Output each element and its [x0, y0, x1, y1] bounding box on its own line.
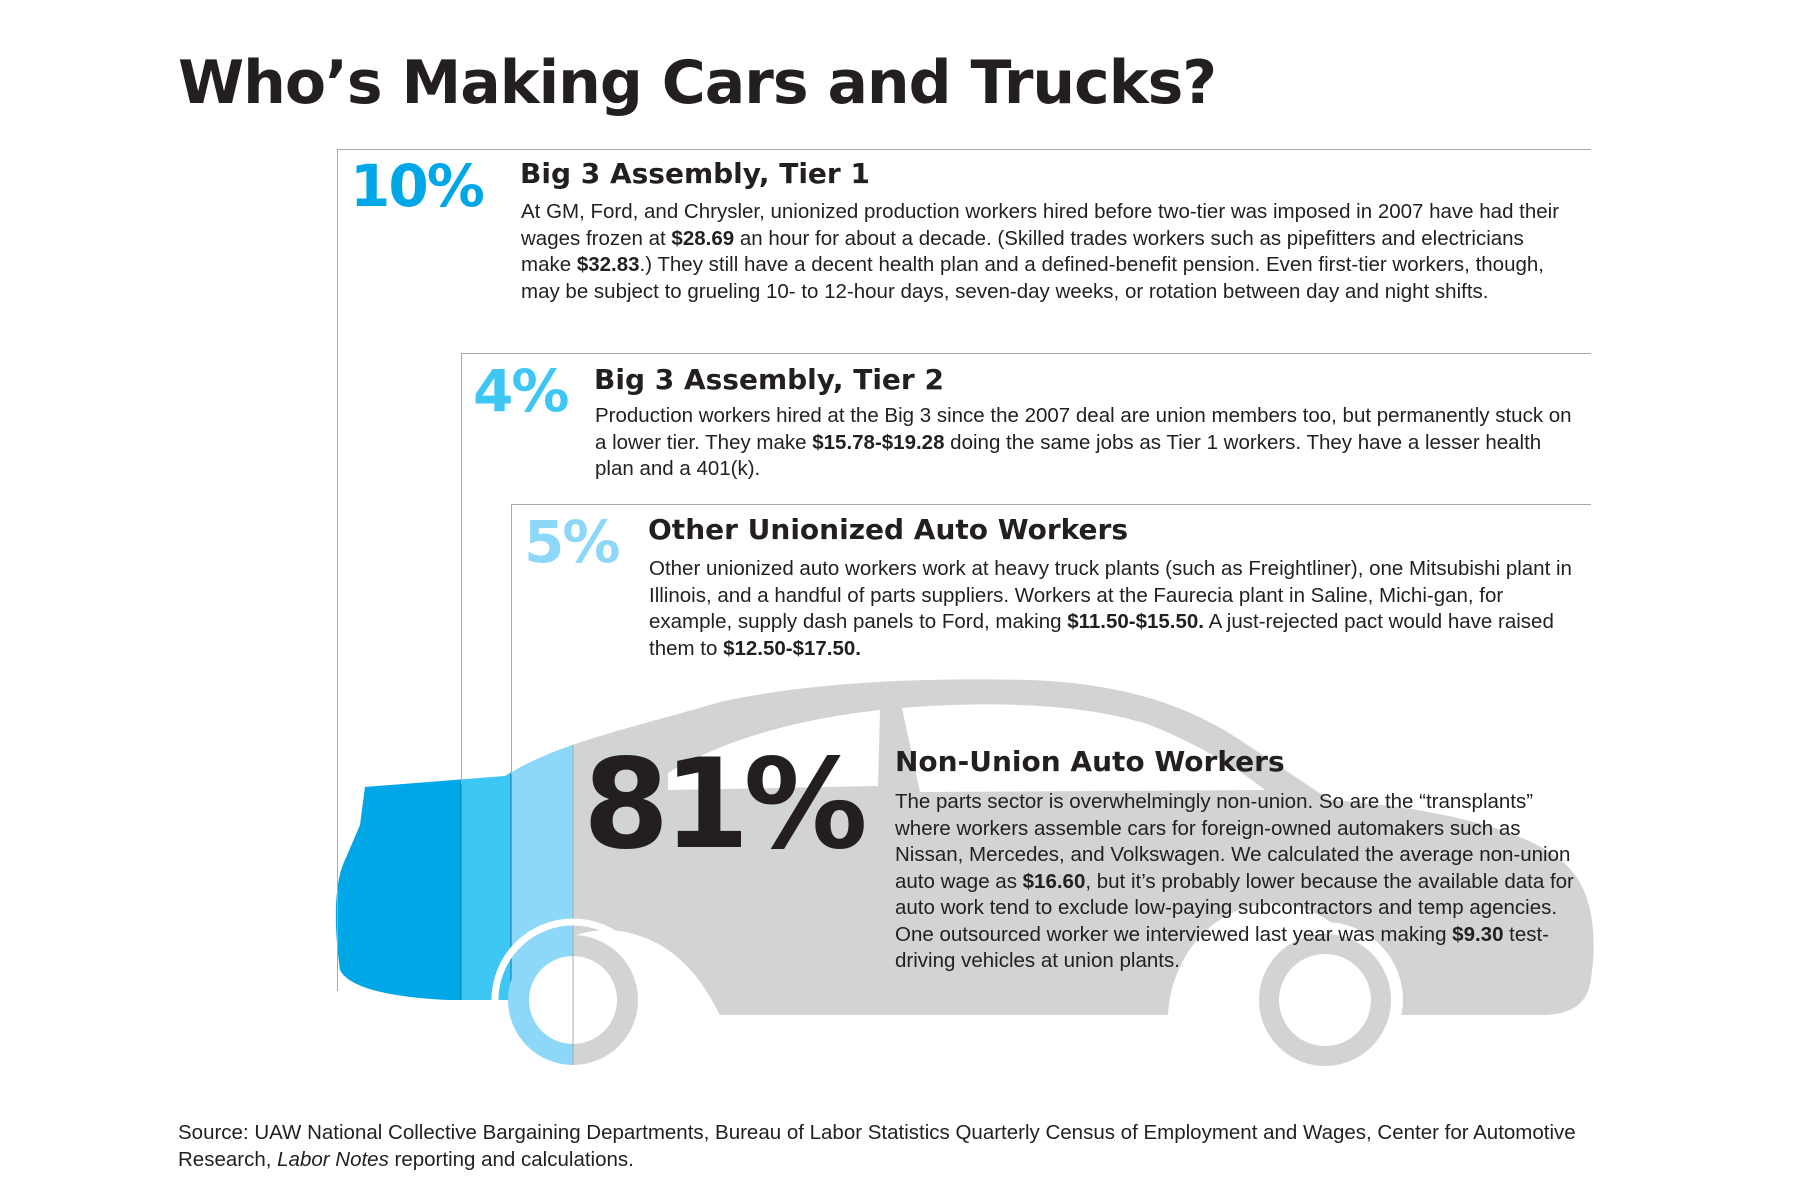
- source-note: Source: UAW National Collective Bargaini…: [178, 1120, 1578, 1173]
- tier1-frame: [337, 149, 1591, 991]
- tier1-heading: Big 3 Assembly, Tier 1: [520, 157, 870, 190]
- non-union-body-run: , but it’s probably lower because the av…: [895, 869, 1574, 946]
- other-union-body-run: $12.50-$17.50.: [723, 636, 861, 660]
- other-union-body-run: A just-rejected pact would have raised t…: [649, 610, 1554, 660]
- front-window: [902, 704, 1265, 792]
- tier1-body-run: $32.83: [576, 253, 640, 276]
- source-note-run: Labor Notes: [277, 1147, 389, 1171]
- non-union-heading: Non-Union Auto Workers: [895, 745, 1285, 778]
- non-union-body-run: The parts sector is overwhelmingly non-u…: [895, 790, 1571, 893]
- non-union-body: The parts sector is overwhelmingly non-u…: [895, 789, 1590, 975]
- other-union-body: Other unionized auto workers work at hea…: [649, 556, 1584, 662]
- tier2-frame: [461, 353, 1591, 784]
- source-note-run: Source: UAW National Collective Bargaini…: [178, 1121, 1576, 1171]
- tier1-body-run: At GM, Ford, and Chrysler, unionized pro…: [521, 200, 1560, 250]
- tier2-body-run: doing the same jobs as Tier 1 workers. T…: [595, 430, 1542, 481]
- other-union-frame: [511, 504, 1591, 775]
- tier2-body: Production workers hired at the Big 3 si…: [595, 403, 1579, 483]
- tier2-heading: Big 3 Assembly, Tier 2: [594, 363, 944, 396]
- tier1-body: At GM, Ford, and Chrysler, unionized pro…: [521, 199, 1579, 305]
- rear-window: [668, 710, 880, 790]
- tier1-percent: 10%: [350, 152, 485, 220]
- front-wheel-hub: [1279, 954, 1371, 1046]
- non-union-body-run: test-driving vehicles at union plants.: [895, 922, 1550, 973]
- tier1-body-run: an hour for about a decade. (Skilled tra…: [521, 226, 1524, 277]
- source-note-run: reporting and calculations.: [388, 1147, 634, 1171]
- non-union-body-run: $9.30: [1452, 922, 1504, 946]
- non-union-percent: 81%: [583, 733, 868, 877]
- other-union-heading: Other Unionized Auto Workers: [648, 513, 1129, 546]
- other-union-body-run: $11.50-$15.50.: [1067, 610, 1204, 633]
- tier1-body-run: .) They still have a decent health plan …: [521, 253, 1544, 303]
- tier2-body-run: $15.78-$19.28: [812, 430, 945, 454]
- tier1-body-run: $28.69: [671, 226, 735, 250]
- rear-wheel-arch: [491, 918, 655, 1082]
- non-union-body-run: $16.60: [1022, 869, 1086, 893]
- tier2-percent: 4%: [473, 357, 569, 425]
- page-title: Who’s Making Cars and Trucks?: [178, 48, 1217, 118]
- other-union-percent: 5%: [524, 508, 620, 576]
- tier2-body-run: Production workers hired at the Big 3 si…: [595, 404, 1572, 454]
- other-union-body-run: Other unionized auto workers work at hea…: [649, 557, 1572, 633]
